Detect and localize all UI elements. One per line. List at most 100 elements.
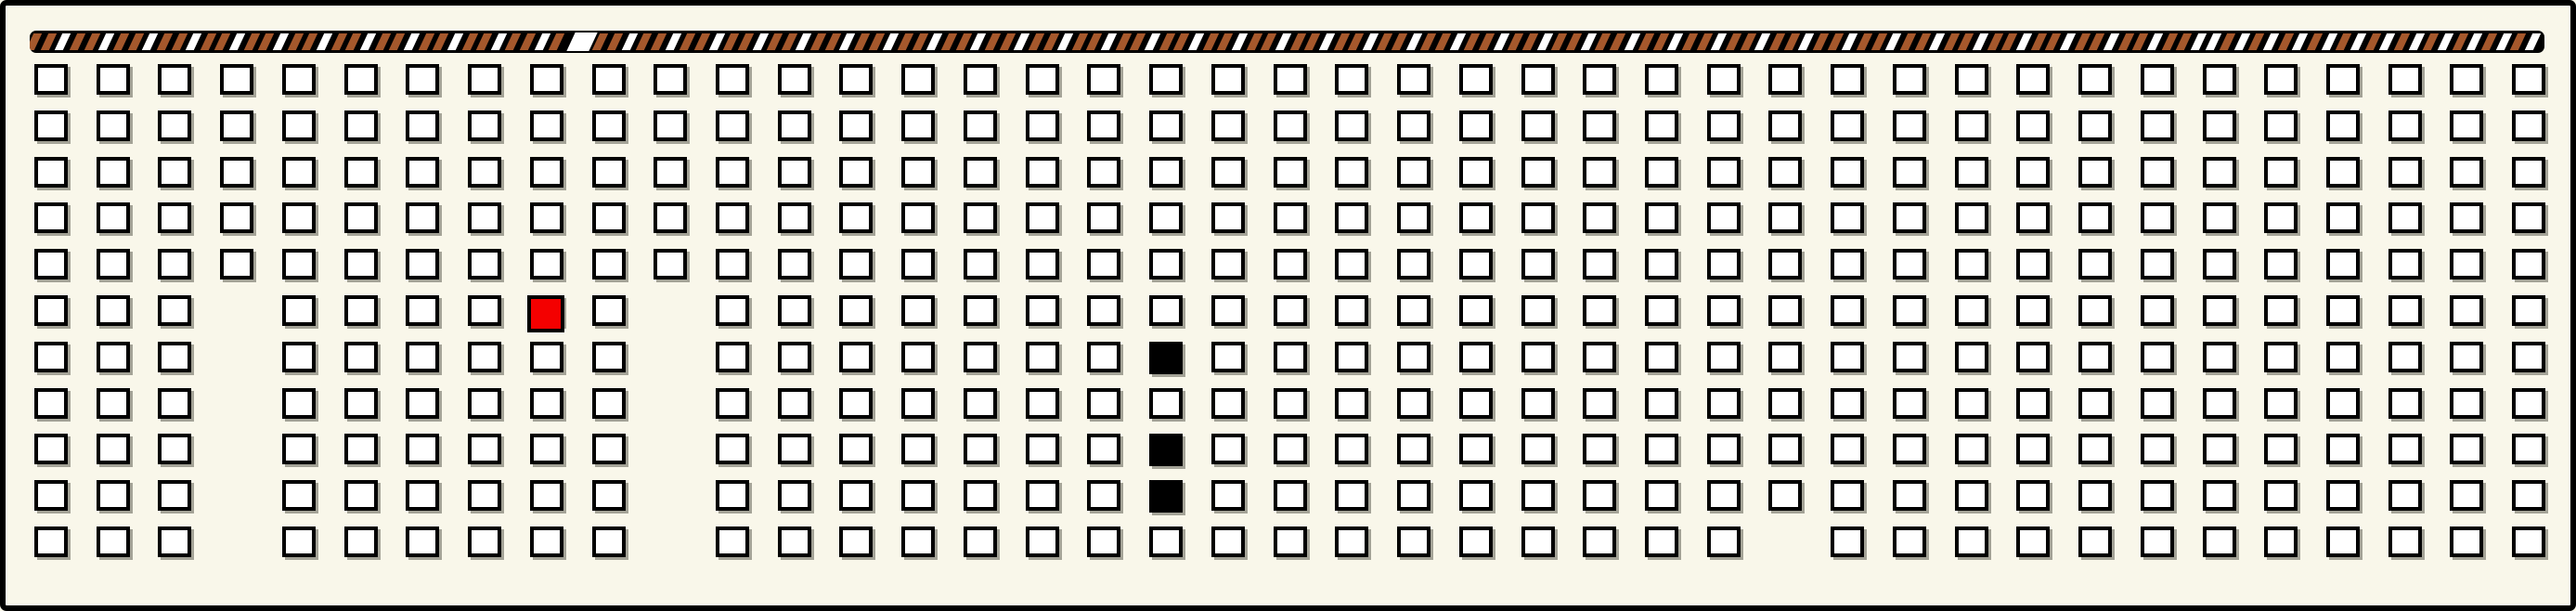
wall-stripe-brown xyxy=(1958,33,1974,50)
wall-stripe-brown xyxy=(1609,33,1626,50)
grid-cell xyxy=(529,526,563,557)
grid-cell xyxy=(529,156,563,188)
grid-cell xyxy=(158,156,192,188)
grid-cell xyxy=(1273,526,1307,557)
wall-stripe-brown xyxy=(912,33,928,50)
wall-stripe-brown xyxy=(432,33,449,50)
grid-cell xyxy=(2016,526,2051,557)
grid-cell xyxy=(1273,249,1307,280)
grid-cell xyxy=(406,202,440,234)
wall-stripe-brown xyxy=(2161,33,2178,50)
grid-cell xyxy=(158,64,192,95)
grid-cell xyxy=(2140,249,2174,280)
wall-stripe-brown xyxy=(1871,33,1887,50)
wall-stripe-brown xyxy=(549,33,565,50)
obstacle-cell xyxy=(1149,434,1184,467)
grid-cell xyxy=(716,249,750,280)
wall-stripe-brown xyxy=(200,33,216,50)
grid-cell xyxy=(963,202,997,234)
grid-cell xyxy=(2078,110,2113,141)
wall-stripe-brown xyxy=(2336,33,2352,50)
wall-stripe-white xyxy=(2190,33,2207,50)
grid-cell xyxy=(1025,64,1059,95)
wall-stripe-white xyxy=(1362,33,1379,50)
grid-cell xyxy=(406,480,440,512)
wall-stripe-brown xyxy=(2364,33,2381,50)
wall-stripe-white xyxy=(2379,33,2396,50)
grid-cell xyxy=(468,387,502,419)
wall-stripe-brown xyxy=(722,33,740,50)
grid-cell xyxy=(1273,202,1307,234)
wall-stripe-brown xyxy=(680,33,696,50)
grid-cell xyxy=(1025,249,1059,280)
grid-cell xyxy=(1025,202,1059,234)
grid-cell xyxy=(1892,480,1926,512)
grid-cell xyxy=(901,434,936,465)
grid-cell xyxy=(2326,480,2360,512)
grid-cell xyxy=(963,110,997,141)
wall-stripe-brown xyxy=(112,33,130,50)
grid-cell xyxy=(716,64,750,95)
grid-cell xyxy=(158,341,192,372)
wall-stripe-brown xyxy=(693,33,711,50)
wall-stripe-white xyxy=(2292,33,2309,50)
grid-cell xyxy=(1768,110,1803,141)
grid-cell xyxy=(1644,202,1678,234)
grid-cell xyxy=(2140,202,2174,234)
grid-cell xyxy=(96,341,130,372)
grid-cell xyxy=(2016,202,2051,234)
grid-cell xyxy=(1954,387,1988,419)
grid-cell xyxy=(901,249,936,280)
wall-stripe-brown xyxy=(287,33,304,50)
grid-cell xyxy=(1583,434,1617,465)
grid-cell xyxy=(716,526,750,557)
grid-cell xyxy=(2078,341,2113,372)
grid-cell xyxy=(343,295,378,326)
grid-cell xyxy=(2202,295,2236,326)
wall-stripe-brown xyxy=(1289,33,1306,50)
wall-stripe-brown xyxy=(2001,33,2018,50)
wall-stripe-brown xyxy=(214,33,231,50)
grid-cell xyxy=(1831,156,1865,188)
grid-cell xyxy=(1831,110,1865,141)
grid-cell xyxy=(1831,64,1865,95)
grid-cell xyxy=(1521,295,1555,326)
wall-stripe-brown xyxy=(940,33,958,50)
grid-cell xyxy=(2450,110,2484,141)
wall-stripe-white xyxy=(1449,33,1466,50)
wall-stripe-brown xyxy=(30,33,43,50)
grid-cell xyxy=(220,156,254,188)
grid-cell xyxy=(1521,341,1555,372)
grid-cell xyxy=(34,387,68,419)
grid-cell xyxy=(1583,295,1617,326)
grid-cell xyxy=(2202,110,2236,141)
grid-cell xyxy=(591,110,626,141)
wall-stripe-brown xyxy=(519,33,537,50)
wall-stripe-brown xyxy=(2074,33,2091,50)
grid-cell xyxy=(1458,434,1493,465)
wall-stripe-white xyxy=(2262,33,2280,50)
grid-cell xyxy=(2388,434,2422,465)
grid-cell xyxy=(2450,526,2484,557)
wall-stripe-white xyxy=(1275,33,1292,50)
grid-cell xyxy=(1583,480,1617,512)
grid-cell xyxy=(34,249,68,280)
grid-cell xyxy=(2016,341,2051,372)
grid-cell xyxy=(2264,249,2298,280)
grid-cell xyxy=(1954,64,1988,95)
grid-cell xyxy=(468,526,502,557)
wall-stripe-white xyxy=(883,33,900,50)
grid-cell xyxy=(963,526,997,557)
grid-cell xyxy=(1397,295,1431,326)
grid-cell xyxy=(963,295,997,326)
wall-stripe-brown xyxy=(2030,33,2047,50)
grid-cell xyxy=(1892,341,1926,372)
wall-stripe-white xyxy=(490,33,507,50)
wall-stripe-brown xyxy=(2175,33,2193,50)
grid-cell xyxy=(1335,110,1369,141)
wall-stripe-white xyxy=(2059,33,2077,50)
grid-cell xyxy=(2264,295,2298,326)
grid-cell xyxy=(2202,156,2236,188)
grid-cell xyxy=(963,249,997,280)
